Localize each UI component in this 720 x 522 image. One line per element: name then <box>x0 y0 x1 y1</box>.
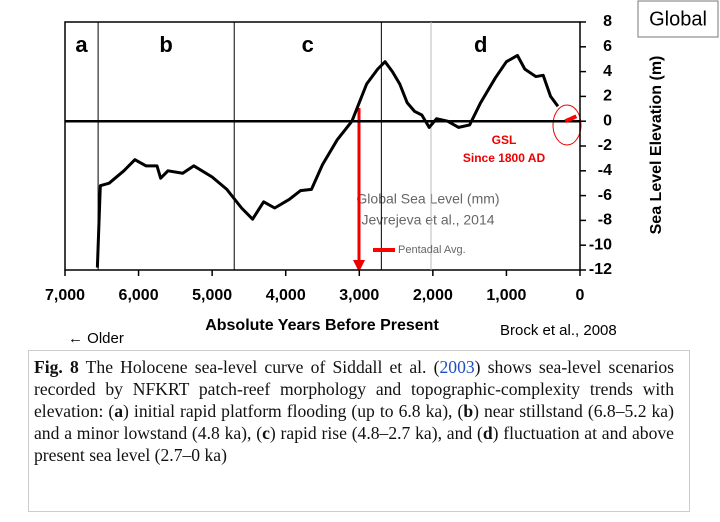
corner-label: Global <box>649 8 707 30</box>
caption-text: ) shows sea-level scenarios recorded by … <box>34 357 674 421</box>
x-axis-label: Absolute Years Before Present <box>205 317 439 334</box>
caption-text: ) rapid rise (4.8–2.7 ka), and ( <box>269 423 483 443</box>
y-tick-label: -4 <box>598 162 612 179</box>
series-line <box>95 53 560 268</box>
chart: Global Absolute Years Before Present Sea… <box>45 0 719 347</box>
caption-text: 2003 <box>439 357 475 377</box>
x-tick-label: 7,000 <box>45 287 85 304</box>
x-tick-label: 3,000 <box>339 287 379 304</box>
y-tick-label: 4 <box>603 63 612 80</box>
x-tick-label: 2,000 <box>413 287 453 304</box>
x-tick-label: 6,000 <box>119 287 159 304</box>
y-tick-label: -12 <box>589 261 612 278</box>
legend-label: Pentadal Avg. <box>398 244 466 256</box>
y-tick-label: -6 <box>598 187 612 204</box>
caption-text: Fig. 8 <box>34 357 79 377</box>
band-label: d <box>474 32 487 57</box>
caption: Fig. 8 The Holocene sea-level curve of S… <box>34 356 674 466</box>
band-label: b <box>159 32 172 57</box>
y-axis-label: Sea Level Elevation (m) <box>648 56 665 235</box>
series-line <box>564 114 578 124</box>
x-tick-label: 1,000 <box>486 287 526 304</box>
caption-text: ) near stillstand (6.8–5.2 ka) and a min… <box>34 401 674 443</box>
caption-frame <box>28 350 690 512</box>
y-tick-label: -8 <box>598 212 612 229</box>
gsl-circle <box>552 104 582 146</box>
x-tick-label: 5,000 <box>192 287 232 304</box>
caption-text: c <box>262 423 270 443</box>
x-tick-label: 0 <box>576 287 585 304</box>
credit: Brock et al., 2008 <box>500 322 617 339</box>
x-tick-label: 4,000 <box>266 287 306 304</box>
y-tick-label: -10 <box>589 236 612 253</box>
source-title: Global Sea Level (mm) <box>356 191 499 207</box>
gsl-since: Since 1800 AD <box>463 151 546 165</box>
corner-box <box>637 0 719 38</box>
band-label: c <box>302 32 314 57</box>
band-label: a <box>75 32 88 57</box>
source: Jevrejeva et al., 2014 <box>361 212 494 228</box>
arrow-head <box>353 260 365 272</box>
caption-text: b <box>463 401 474 421</box>
caption-text: The Holocene sea-level curve of Siddall … <box>78 357 440 377</box>
y-tick-label: -2 <box>598 137 612 154</box>
y-tick-label: 8 <box>603 13 612 30</box>
y-tick-label: 6 <box>603 38 612 55</box>
caption-text: d <box>482 423 493 443</box>
caption-text: ) initial rapid platform flooding (up to… <box>123 401 464 421</box>
y-tick-label: 2 <box>603 88 612 105</box>
older-note: ← Older <box>68 330 124 347</box>
gsl-label: GSL <box>492 133 517 147</box>
caption-text: a <box>114 401 124 421</box>
caption-text: ) fluctuation at and above present sea l… <box>34 423 674 465</box>
y-tick-label: 0 <box>603 112 612 129</box>
